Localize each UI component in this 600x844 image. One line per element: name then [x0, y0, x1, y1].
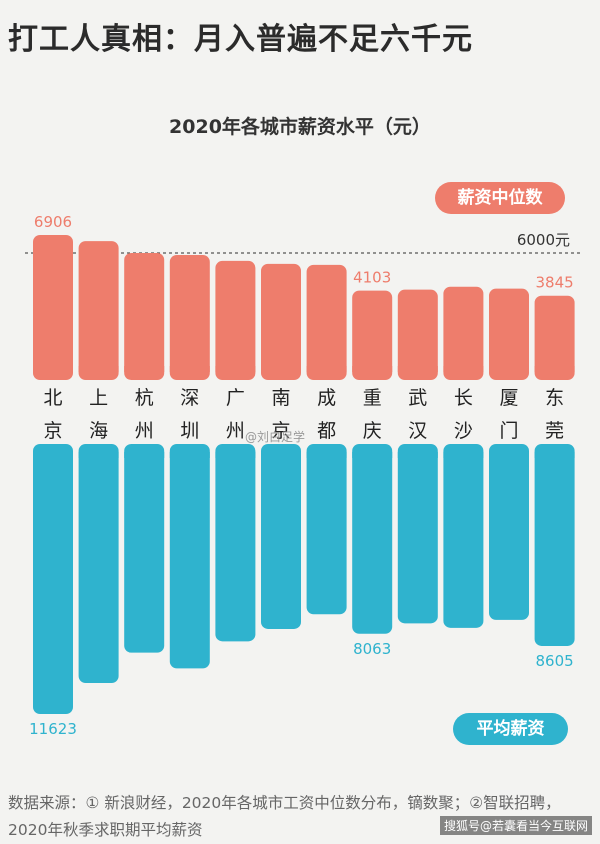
median-bar — [78, 241, 119, 380]
city-label-line2: 莞 — [545, 420, 564, 442]
median-bar — [33, 235, 73, 380]
median-bar — [489, 288, 529, 380]
city-label-line2: 州 — [226, 420, 245, 442]
median-bar — [261, 263, 301, 380]
median-bar — [124, 252, 165, 380]
city-label-line1: 成 — [317, 387, 336, 409]
headline: 打工人真相：月入普遍不足六千元 — [8, 22, 473, 57]
mean-bar-base — [124, 452, 165, 458]
mean-bar-base — [306, 452, 347, 458]
city-label-line1: 杭 — [135, 387, 154, 409]
mean-bar — [33, 444, 73, 714]
mean-bar — [261, 444, 301, 629]
city-label-line2: 沙 — [454, 420, 473, 442]
median-bar-base — [33, 366, 73, 372]
mean-bar-base — [397, 452, 438, 458]
median-bar-base — [78, 366, 119, 372]
mean-bar-base — [33, 452, 73, 458]
city-label-line1: 东 — [545, 387, 564, 409]
city-label-line2: 汉 — [408, 420, 427, 442]
city-label-line1: 上 — [89, 387, 108, 409]
city-label-line2: 庆 — [363, 420, 382, 442]
mean-bar — [78, 444, 119, 684]
median-bar-base — [306, 366, 347, 372]
city-label-line1: 长 — [454, 387, 473, 409]
mean-bar — [169, 444, 210, 669]
watermark: 搜狐号@若囊看当今互联网 — [439, 816, 592, 835]
city-label-line2: 州 — [135, 420, 154, 442]
mean-bar-base — [489, 452, 529, 458]
mean-bar-base — [534, 452, 575, 458]
mean-bar — [534, 444, 575, 646]
median-bar — [534, 295, 575, 380]
median-bar — [215, 260, 256, 380]
city-label-line2: 门 — [499, 420, 518, 442]
mean-bar-base — [215, 452, 256, 458]
source-note: 数据来源：① 新浪财经，2020年各城市工资中位数分布，镝数聚；②智联招聘，20… — [8, 794, 561, 839]
mean-bar — [397, 444, 438, 624]
legend-mean: 平均薪资 — [453, 713, 568, 745]
city-label-line1: 重 — [363, 387, 382, 409]
median-bar — [352, 290, 393, 380]
mean-bar — [124, 444, 165, 653]
median-bar-base — [534, 366, 575, 372]
mean-value-label: 11623 — [29, 720, 77, 738]
median-bar-base — [443, 366, 484, 372]
median-bar-base — [489, 366, 529, 372]
city-label-line2: 海 — [89, 420, 108, 442]
median-bar — [397, 289, 438, 380]
city-label-line2: 圳 — [180, 420, 199, 442]
city-label-line2: 京 — [271, 420, 290, 442]
city-label-line1: 北 — [43, 387, 62, 409]
city-label-line1: 南 — [271, 387, 290, 409]
median-bar-base — [215, 366, 256, 372]
mean-bar — [352, 444, 393, 634]
mean-bar — [215, 444, 256, 642]
mean-bar — [306, 444, 347, 615]
mean-bar-base — [78, 452, 119, 458]
median-value-label: 6906 — [34, 213, 72, 231]
mean-value-label: 8063 — [353, 640, 391, 658]
mean-bar-base — [169, 452, 210, 458]
center-watermark: @刘白足学 — [245, 430, 306, 444]
reference-line-label: 6000元 — [517, 231, 570, 249]
median-bar-base — [397, 366, 438, 372]
mean-bar-base — [352, 452, 393, 458]
mean-bar — [443, 444, 484, 628]
median-value-label: 3845 — [536, 274, 574, 292]
mean-bar — [489, 444, 529, 620]
median-bar — [443, 286, 484, 380]
city-label-line1: 厦 — [499, 387, 518, 409]
mean-value-label: 8605 — [536, 652, 574, 670]
city-label-line2: 京 — [43, 420, 62, 442]
median-bar — [306, 264, 347, 380]
mean-bar-base — [261, 452, 301, 458]
median-value-label: 4103 — [353, 269, 391, 287]
median-bar-base — [352, 366, 393, 372]
median-bar-base — [124, 366, 165, 372]
city-label-line1: 深 — [180, 387, 199, 409]
median-bar-base — [169, 366, 210, 372]
median-bar-base — [261, 366, 301, 372]
median-bar — [169, 254, 210, 380]
mean-bar-base — [443, 452, 484, 458]
city-label-line1: 武 — [408, 387, 427, 409]
city-label-line2: 都 — [317, 420, 336, 442]
legend-median: 薪资中位数 — [435, 182, 565, 214]
city-label-line1: 广 — [226, 387, 245, 409]
chart-title: 2020年各城市薪资水平（元） — [169, 116, 431, 138]
